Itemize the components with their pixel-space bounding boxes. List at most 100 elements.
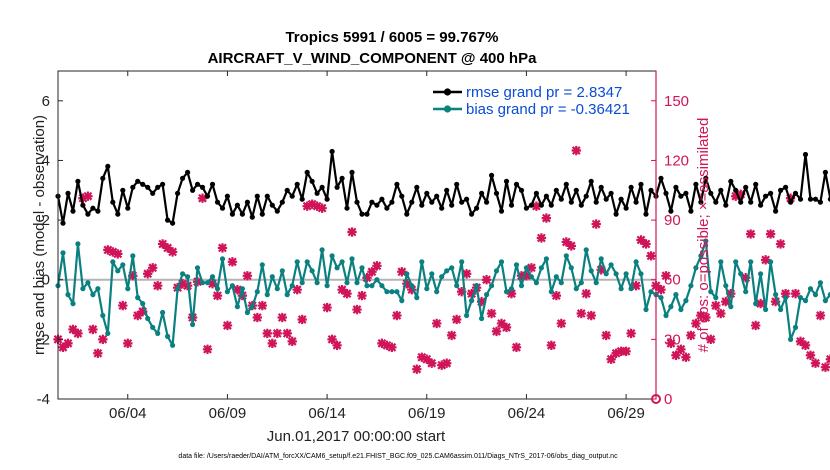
- obs-assimilated-point: [108, 247, 118, 257]
- bias-point: [618, 286, 624, 292]
- obs-assimilated-point: [780, 288, 791, 299]
- bias-point: [155, 330, 161, 336]
- rmse-point: [135, 178, 141, 184]
- obs-assimilated-point: [277, 312, 287, 323]
- y-left-tick-label: 0: [42, 272, 50, 289]
- rmse-line: [56, 150, 830, 225]
- bias-point: [792, 324, 799, 330]
- rmse-point: [523, 205, 530, 211]
- bias-point: [384, 289, 390, 295]
- obs-assimilated-point: [746, 229, 756, 239]
- obs-assimilated-point: [711, 300, 721, 311]
- obs-assimilated-point: [566, 241, 576, 251]
- bias-point: [648, 289, 654, 295]
- rmse-point: [658, 175, 664, 181]
- rmse-point: [160, 181, 166, 187]
- rmse-point: [628, 184, 634, 190]
- bias-point: [723, 283, 729, 289]
- x-tick-label: 06/24: [508, 405, 546, 422]
- legend: rmse grand pr = 2.8347 bias grand pr = -…: [425, 78, 651, 122]
- y-left-tick-label: -2: [37, 331, 50, 348]
- bias-point: [538, 265, 545, 271]
- bias-point: [718, 259, 724, 265]
- y-right-tick-label: 120: [664, 152, 689, 169]
- rmse-point: [783, 184, 789, 190]
- rmse-point: [80, 202, 86, 208]
- obs-assimilated-point: [721, 296, 731, 307]
- rmse-point: [588, 178, 594, 184]
- rmse-point: [703, 175, 709, 181]
- obs-assimilated-point: [287, 336, 297, 347]
- rmse-point: [224, 193, 230, 199]
- obs-assimilated-point: [641, 239, 651, 249]
- obs-assimilated-point: [511, 342, 522, 352]
- rmse-point: [618, 196, 624, 202]
- bias-point: [394, 289, 400, 295]
- bias-point: [548, 289, 554, 295]
- rmse-point: [414, 184, 420, 190]
- rmse-point: [209, 181, 216, 187]
- bias-point: [469, 298, 475, 304]
- obs-assimilated-point: [217, 243, 228, 253]
- bias-point: [274, 286, 280, 292]
- bias-point: [279, 268, 285, 274]
- legend-bias-marker: [443, 105, 452, 113]
- bias-point: [324, 283, 330, 289]
- rmse-point: [384, 205, 390, 211]
- bias-point: [369, 283, 375, 289]
- bias-point: [503, 289, 510, 295]
- obs-assimilated-point: [192, 277, 203, 287]
- rmse-point: [409, 199, 415, 205]
- bias-point: [115, 268, 121, 274]
- bias-point: [518, 283, 525, 289]
- obs-assimilated-point: [736, 189, 746, 199]
- rmse-point: [797, 196, 804, 202]
- rmse-point: [792, 190, 799, 196]
- bias-point: [513, 262, 520, 268]
- rmse-point: [309, 178, 315, 184]
- rmse-point: [219, 205, 226, 211]
- rmse-point: [738, 199, 744, 205]
- legend-rmse-label: rmse grand pr = 2.8347: [466, 84, 622, 101]
- obs-assimilated-point: [750, 320, 761, 331]
- rmse-point: [778, 187, 784, 193]
- bias-point: [553, 274, 559, 280]
- bias-point: [239, 286, 245, 292]
- bias-point: [244, 309, 250, 316]
- obs-assimilated-point: [88, 324, 98, 335]
- obs-assimilated-point: [317, 203, 327, 213]
- rmse-point: [259, 211, 265, 217]
- obs-assimilated-point: [442, 358, 452, 368]
- bias-point: [204, 280, 211, 286]
- legend-bias-label: bias grand pr = -0.36421: [466, 101, 630, 118]
- bias-point: [130, 253, 136, 259]
- rmse-point: [254, 193, 260, 199]
- bias-point: [160, 309, 166, 316]
- rmse-point: [394, 181, 400, 187]
- obs-assimilated-point: [212, 290, 223, 301]
- obs-assimilated-point: [686, 330, 696, 341]
- bias-point: [190, 321, 196, 328]
- y-left-tick-label: 2: [42, 212, 50, 229]
- obs-assimilated-point: [397, 267, 407, 277]
- bias-point: [733, 259, 739, 265]
- rmse-point: [723, 202, 729, 208]
- bias-point: [75, 241, 81, 247]
- bias-point: [185, 274, 191, 280]
- obs-assimilated-point: [367, 267, 377, 277]
- y-axis-left-label: rmse and bias (model - observation): [31, 115, 48, 355]
- obs-assimilated-point: [606, 354, 616, 364]
- rmse-point: [349, 169, 355, 175]
- obs-assimilated-point: [128, 271, 138, 281]
- obs-assimilated-point: [207, 279, 218, 289]
- bias-point: [568, 265, 574, 271]
- bias-point: [693, 265, 699, 271]
- rmse-point: [125, 205, 131, 211]
- obs-assimilated-point: [113, 249, 123, 259]
- bias-point: [314, 280, 320, 286]
- rmse-point: [812, 196, 819, 202]
- bias-point: [768, 259, 774, 265]
- bias-point: [523, 265, 530, 271]
- bias-point: [329, 253, 335, 259]
